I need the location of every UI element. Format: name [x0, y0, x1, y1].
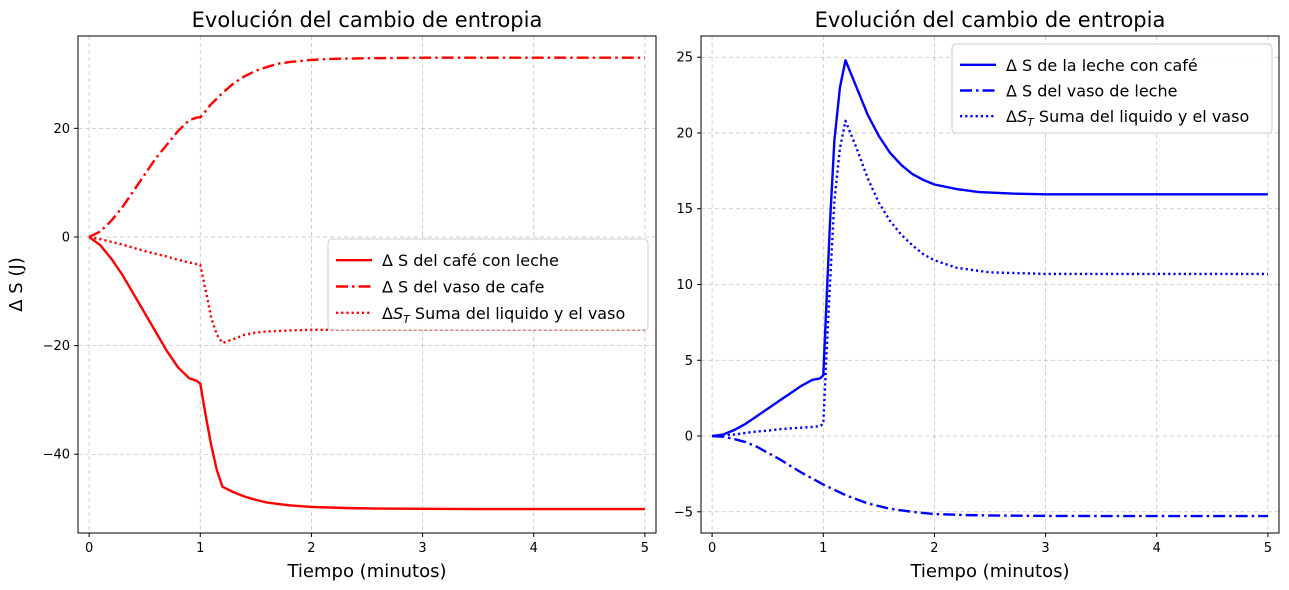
series-line-dashdot: [88, 56, 645, 239]
legend-label: Δ S del vaso de leche: [1006, 82, 1177, 101]
x-tick-label: 4: [1153, 541, 1161, 556]
x-tick-label: 1: [819, 541, 827, 556]
series-line-solid: [711, 59, 1268, 438]
legend-box: [951, 43, 1273, 134]
y-tick-label: −40: [43, 448, 70, 463]
x-tick-label: 2: [307, 541, 315, 556]
series-group: [88, 56, 645, 511]
legend-label: ΔST Suma del liquido y el vaso: [1006, 107, 1249, 129]
plot-frame: [700, 35, 1280, 534]
x-tick-label: 3: [418, 541, 426, 556]
series-line-solid: [88, 236, 645, 511]
legend-label: Δ S del vaso de cafe: [382, 278, 544, 297]
y-tick-label: 20: [53, 122, 70, 137]
y-tick-label: 10: [676, 278, 693, 293]
x-tick-label: 0: [708, 541, 716, 556]
y-tick-label: −20: [43, 339, 70, 354]
y-tick-label: −5: [674, 505, 693, 520]
legend-label: Δ S de la leche con café: [1006, 56, 1198, 75]
chart-title: Evolución del cambio de entropia: [815, 8, 1166, 32]
x-axis-label: Tiempo (minutos): [909, 561, 1069, 582]
x-tick-label: 5: [641, 541, 649, 556]
series-group: [711, 59, 1268, 518]
plot-frame: [77, 35, 657, 534]
y-tick-label: 5: [685, 354, 693, 369]
legend-label: Δ S del café con leche: [382, 251, 559, 270]
y-tick-label: 0: [685, 430, 693, 445]
series-line-dotted: [88, 235, 645, 345]
y-tick-label: 20: [676, 126, 693, 141]
y-tick-label: 25: [676, 51, 693, 66]
x-tick-label: 4: [530, 541, 538, 556]
legend: Δ S del café con leche Δ S del vaso de ca…: [327, 238, 649, 331]
legend-box: [327, 238, 649, 331]
x-tick-label: 1: [196, 541, 204, 556]
chart-panel-1: 0 1 2 3 4 5 −40 −20 0 20 Evolución del cambio de e…: [6, 8, 657, 582]
series-line-dashdot: [712, 434, 1268, 518]
chart-title: Evolución del cambio de entropia: [192, 8, 543, 32]
y-axis-label: Δ S (J): [6, 257, 27, 312]
x-tick-label: 3: [1041, 541, 1049, 556]
y-tick-label: 0: [62, 230, 70, 245]
legend-label: ΔST Suma del liquido y el vaso: [382, 304, 625, 326]
x-tick-label: 5: [1264, 541, 1272, 556]
legend: Δ S de la leche con café Δ S del vaso de …: [951, 43, 1273, 134]
y-tick-label: 15: [676, 202, 693, 217]
x-axis-label: Tiempo (minutos): [286, 561, 446, 582]
x-tick-label: 0: [85, 541, 93, 556]
x-tick-label: 2: [930, 541, 938, 556]
chart-panel-2: 0 1 2 3 4 5 −5 0 5 10 15 20 25 Evolución del cambio d…: [674, 8, 1280, 582]
series-line-dotted: [712, 119, 1268, 438]
